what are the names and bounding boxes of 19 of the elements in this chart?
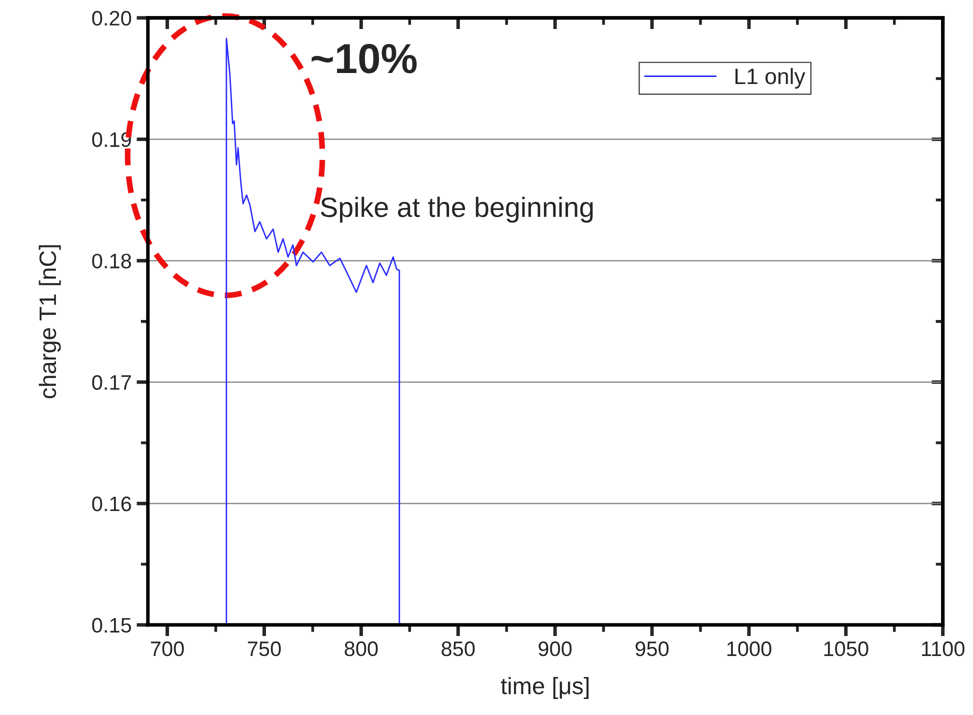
legend-label: L1 only: [736, 68, 806, 89]
y-tick-label: 0.17: [92, 375, 131, 390]
x-tick-label: 800: [344, 641, 378, 656]
y-tick-label: 0.16: [92, 496, 132, 512]
x-axis-title: time [μs]: [500, 676, 589, 699]
x-tick-label: 750: [248, 641, 281, 656]
annotation: Spike at the beginning: [320, 196, 593, 223]
x-tick-label: 950: [636, 641, 669, 656]
y-tick-label: 0.15: [92, 618, 132, 633]
x-tick-label: 1050: [824, 641, 868, 656]
y-axis-title: charge T1 [nC]: [38, 245, 61, 398]
y-tick-label: 0.18: [92, 254, 132, 268]
x-tick-label: 700: [150, 641, 184, 656]
x-tick-label: 850: [442, 641, 475, 656]
x-tick-label: 1100: [922, 641, 964, 656]
x-tick-label: 1000: [727, 641, 772, 656]
y-tick-label: 0.20: [92, 10, 132, 26]
annotation: ~10%: [312, 44, 417, 74]
x-tick-label: 900: [538, 641, 572, 656]
